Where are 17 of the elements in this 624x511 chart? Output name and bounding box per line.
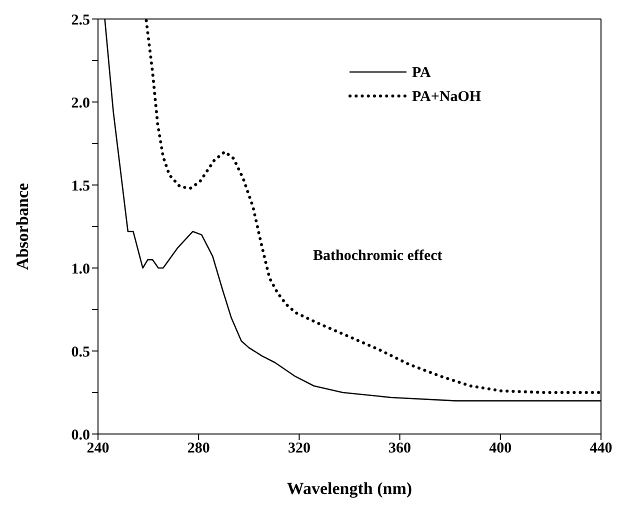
- x-tick-label: 240: [86, 440, 110, 457]
- y-tick-label: 1.5: [71, 178, 90, 194]
- y-tick-label: 2.5: [71, 12, 90, 28]
- legend-label: PA: [412, 65, 432, 81]
- y-tick-label: 0.5: [71, 344, 90, 360]
- y-tick-label: 0.0: [71, 427, 90, 444]
- x-tick-label: 440: [590, 440, 612, 457]
- x-axis-title: Wavelength (nm): [286, 479, 412, 498]
- x-tick-label: 400: [489, 440, 512, 457]
- annotation: Bathochromic effect: [313, 248, 442, 265]
- x-tick-label: 280: [187, 440, 210, 457]
- y-axis-title: Absorbance: [13, 182, 32, 270]
- y-tick-label: 1.0: [71, 261, 90, 278]
- x-tick-label: 360: [388, 440, 412, 457]
- x-tick-label: 320: [288, 440, 310, 457]
- y-tick-label: 2.0: [71, 95, 90, 112]
- legend-label: PA+NaOH: [412, 89, 482, 105]
